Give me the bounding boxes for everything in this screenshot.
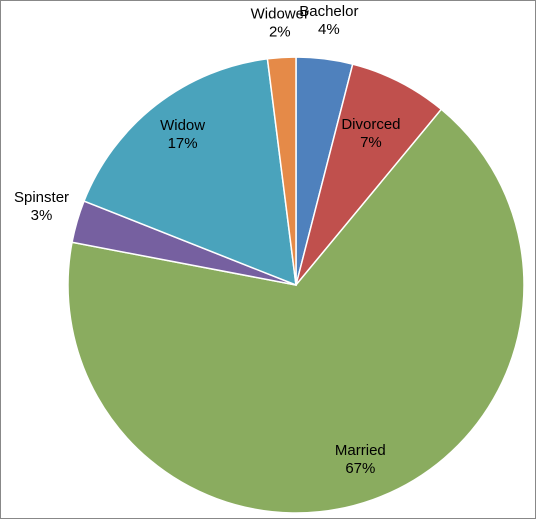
slice-value: 3%: [31, 207, 53, 224]
pie-slice: [83, 57, 297, 287]
slice-name: Widower: [251, 6, 309, 23]
pie-slice: [67, 108, 525, 514]
slice-label: Married 67%: [335, 442, 386, 477]
slice-label: Divorced 7%: [341, 116, 400, 151]
labels: Bachelor 4% Divorced 7% Married 67% Spinster 3%…: [14, 3, 400, 477]
slice-value: 7%: [360, 134, 382, 151]
slice-label: Bachelor 4%: [299, 3, 358, 38]
slice-value: 67%: [345, 460, 375, 477]
slice-name: Bachelor: [299, 3, 358, 20]
slice-label: Widower 2%: [251, 6, 309, 41]
slice-value: 4%: [318, 21, 340, 38]
slice-value: 2%: [269, 24, 291, 41]
pie-slice: [266, 56, 297, 286]
slices: [67, 56, 525, 514]
slice-name: Widow: [160, 117, 205, 134]
slice-name: Spinster: [14, 189, 69, 206]
slice-value: 17%: [168, 135, 198, 152]
slice-name: Married: [335, 442, 386, 459]
slice-label: Spinster 3%: [14, 189, 69, 224]
slice-label: Widow 17%: [160, 117, 205, 152]
slice-name: Divorced: [341, 116, 400, 133]
